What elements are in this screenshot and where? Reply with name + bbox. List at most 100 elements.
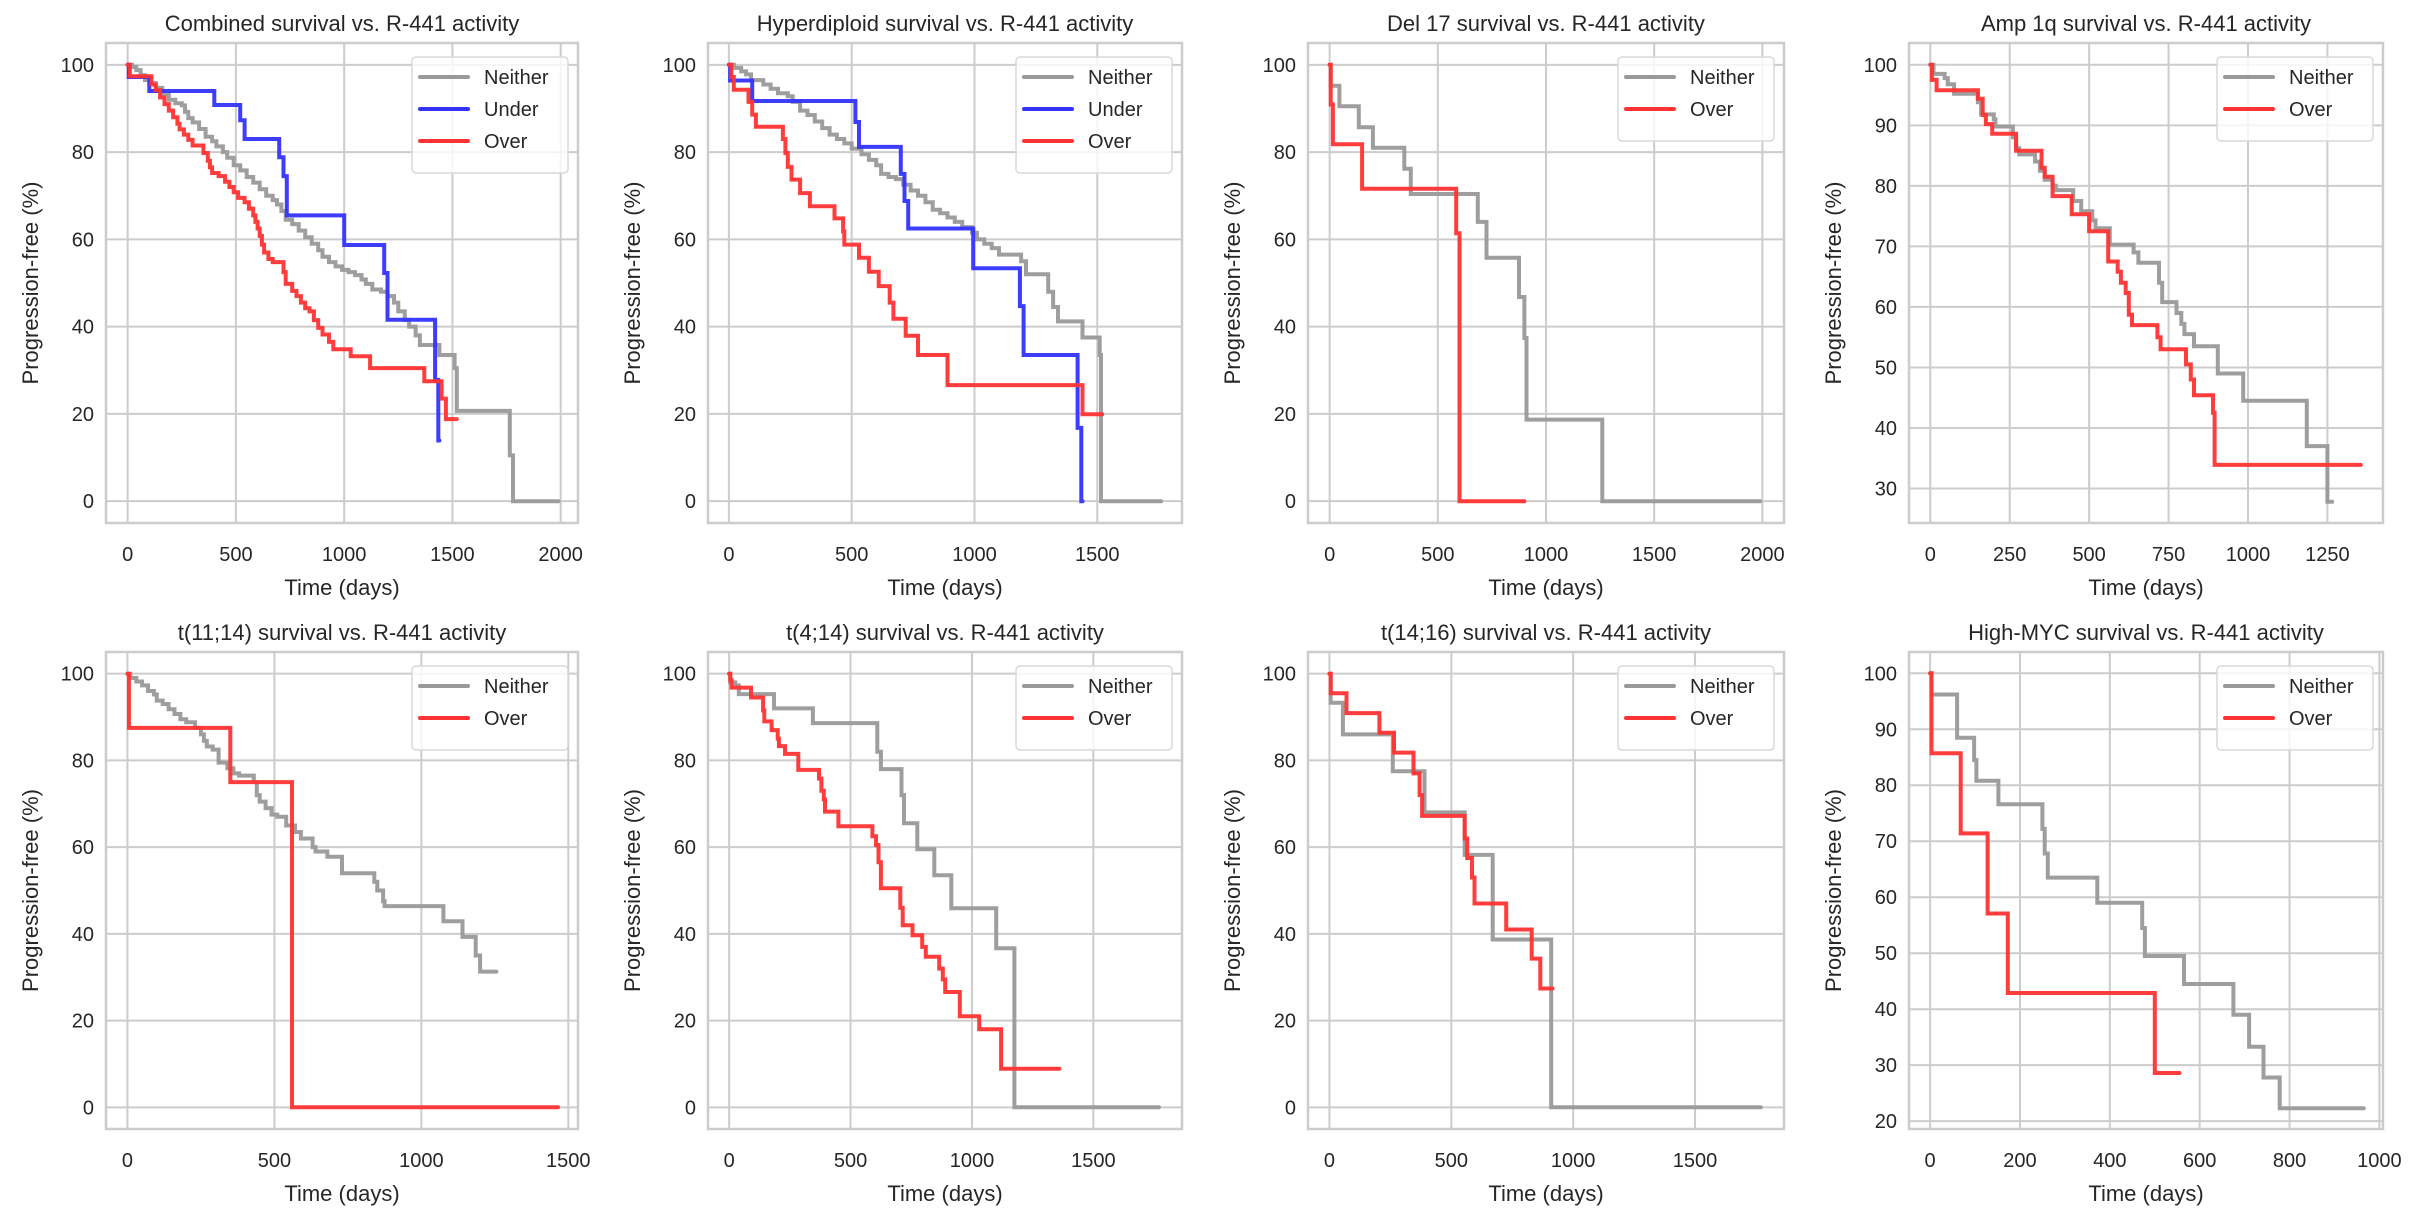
series-line-under <box>726 62 1085 504</box>
x-tick-label: 1500 <box>1673 1150 1718 1172</box>
x-tick-label: 500 <box>834 1150 867 1172</box>
x-tick-label: 0 <box>122 1150 133 1172</box>
x-tick-label: 500 <box>2072 544 2105 566</box>
x-tick-label: 800 <box>2273 1150 2306 1172</box>
chart-panel-8: 0 200 400 600 800 1000 20 30 40 50 60 70 80 90 100 Time… <box>1821 620 2402 1206</box>
axes-frame <box>1306 41 1786 525</box>
x-tick-label: 1000 <box>952 544 997 566</box>
y-axis-label: Progression-free (%) <box>620 182 645 385</box>
y-tick-label: 30 <box>1875 1055 1897 1077</box>
y-tick-label: 40 <box>1274 317 1296 339</box>
x-tick-label: 1000 <box>322 544 367 566</box>
legend-box <box>411 56 569 174</box>
y-tick-label: 20 <box>72 404 94 426</box>
series-line-over <box>1928 671 2182 1075</box>
y-tick-label: 40 <box>1274 924 1296 946</box>
x-tick-label: 500 <box>219 544 252 566</box>
x-tick-label: 0 <box>1324 1150 1335 1172</box>
y-tick-label: 60 <box>72 229 94 251</box>
legend-label-over: Over <box>2289 708 2333 730</box>
y-tick-label: 20 <box>674 404 696 426</box>
y-tick-label: 90 <box>1875 115 1897 137</box>
legend-label-over: Over <box>1690 708 1734 730</box>
chart-panel-5: 0 500 1000 1500 0 20 40 60 80 100 Time (days) Progr… <box>18 620 591 1206</box>
y-axis-label: Progression-free (%) <box>18 789 43 992</box>
x-tick-label: 0 <box>1925 544 1936 566</box>
x-axis-label: Time (days) <box>1488 1181 1603 1206</box>
x-tick-label: 250 <box>1993 544 2026 566</box>
y-tick-label: 80 <box>1875 775 1897 797</box>
axes-frame <box>1907 41 2385 525</box>
x-tick-label: 0 <box>724 1150 735 1172</box>
x-tick-label: 2000 <box>1740 544 1785 566</box>
chart-title: t(11;14) survival vs. R-441 activity <box>178 620 506 645</box>
x-axis-label: Time (days) <box>2088 575 2203 600</box>
legend: Neither Under Over <box>1015 56 1173 174</box>
chart-title: Combined survival vs. R-441 activity <box>165 11 520 36</box>
y-tick-label: 0 <box>1285 1097 1296 1119</box>
y-tick-label: 60 <box>72 837 94 859</box>
y-tick-label: 40 <box>1875 999 1897 1021</box>
y-tick-label: 50 <box>1875 357 1897 379</box>
chart-panel-6: 0 500 1000 1500 0 20 40 60 80 100 Time (days) Progr… <box>620 620 1184 1206</box>
legend-label-over: Over <box>484 131 528 153</box>
x-axis-label: Time (days) <box>1488 575 1603 600</box>
series-line-neither <box>1928 62 2335 504</box>
series-line-over <box>1327 671 1555 991</box>
x-axis-label: Time (days) <box>284 1181 399 1206</box>
axes-frame <box>706 41 1184 525</box>
series-line-over <box>1928 62 2363 467</box>
y-tick-label: 100 <box>1263 664 1296 686</box>
y-tick-label: 60 <box>1875 297 1897 319</box>
y-tick-label: 40 <box>1875 418 1897 440</box>
legend-label-under: Under <box>484 99 539 121</box>
x-tick-label: 1000 <box>1524 544 1569 566</box>
y-tick-label: 20 <box>1875 1111 1897 1133</box>
y-tick-label: 0 <box>1285 491 1296 513</box>
axes-frame <box>1306 650 1786 1131</box>
chart-title: t(14;16) survival vs. R-441 activity <box>1381 620 1711 645</box>
y-tick-label: 40 <box>674 317 696 339</box>
legend-label-neither: Neither <box>1690 67 1755 89</box>
series-line-neither <box>1928 671 2366 1111</box>
x-tick-label: 500 <box>258 1150 291 1172</box>
y-tick-label: 60 <box>1274 229 1296 251</box>
y-axis-label: Progression-free (%) <box>1821 182 1846 385</box>
x-tick-label: 0 <box>1925 1150 1936 1172</box>
legend-label-neither: Neither <box>1690 676 1755 698</box>
x-tick-label: 1500 <box>546 1150 591 1172</box>
chart-title: Hyperdiploid survival vs. R-441 activity <box>757 11 1134 36</box>
y-tick-label: 100 <box>61 664 94 686</box>
x-tick-label: 0 <box>1324 544 1335 566</box>
x-tick-label: 1500 <box>1632 544 1677 566</box>
chart-title: Del 17 survival vs. R-441 activity <box>1387 11 1705 36</box>
x-tick-label: 1000 <box>1551 1150 1596 1172</box>
y-tick-label: 80 <box>674 142 696 164</box>
legend-label-neither: Neither <box>484 676 549 698</box>
legend-label-over: Over <box>1088 708 1132 730</box>
y-tick-label: 80 <box>1274 750 1296 772</box>
x-tick-label: 400 <box>2093 1150 2126 1172</box>
y-axis-label: Progression-free (%) <box>18 182 43 385</box>
chart-panel-7: 0 500 1000 1500 0 20 40 60 80 100 Time (days) Progr… <box>1220 620 1786 1206</box>
x-axis-label: Time (days) <box>887 1181 1002 1206</box>
series-line-over <box>727 671 1062 1071</box>
y-tick-label: 100 <box>1864 663 1897 685</box>
y-tick-label: 60 <box>1875 887 1897 909</box>
y-tick-label: 100 <box>1263 55 1296 77</box>
y-tick-label: 0 <box>83 1097 94 1119</box>
x-tick-label: 750 <box>2152 544 2185 566</box>
y-tick-label: 100 <box>663 55 696 77</box>
legend: Neither Over <box>2216 56 2374 142</box>
y-axis-label: Progression-free (%) <box>1821 789 1846 992</box>
y-tick-label: 0 <box>685 1097 696 1119</box>
series-line-over <box>1327 62 1527 504</box>
x-axis-label: Time (days) <box>2088 1181 2203 1206</box>
series-line-over <box>125 62 459 422</box>
legend: Neither Under Over <box>411 56 569 174</box>
y-tick-label: 70 <box>1875 236 1897 258</box>
y-tick-label: 100 <box>663 664 696 686</box>
series-line-under <box>125 62 442 443</box>
x-tick-label: 0 <box>723 544 734 566</box>
